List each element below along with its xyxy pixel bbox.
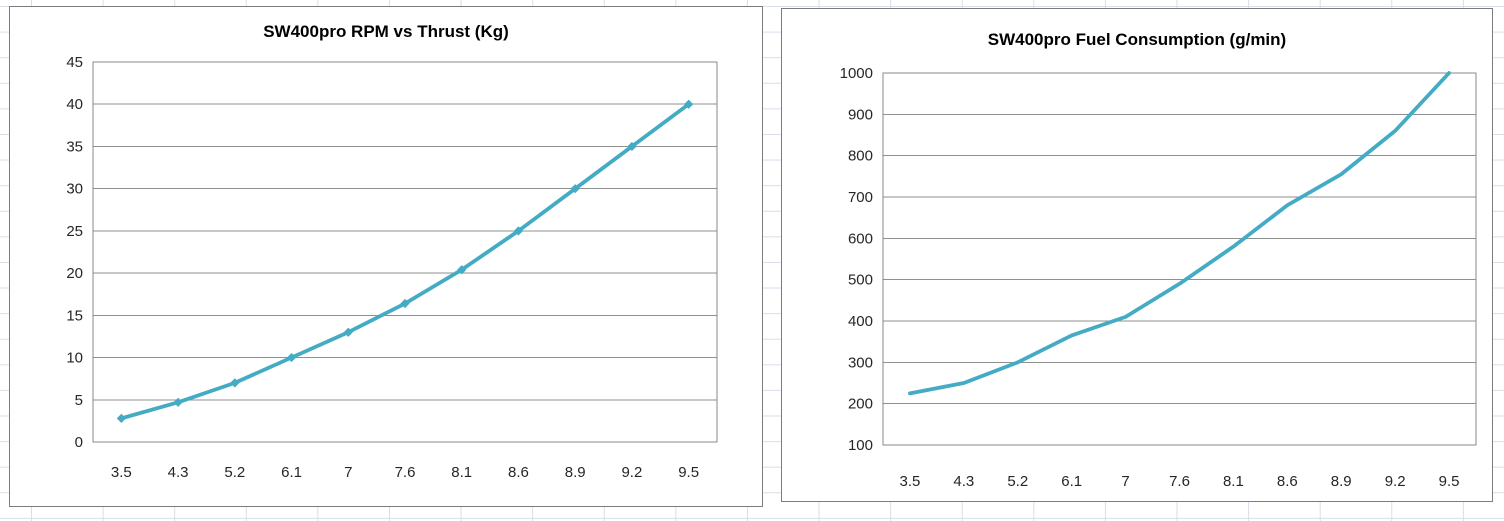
x-axis-tick-label: 4.3 [168, 464, 189, 481]
x-axis-tick-label: 5.2 [224, 464, 245, 481]
x-axis-tick-label: 9.2 [1385, 473, 1406, 490]
chart-fuel-consumption[interactable]: SW400pro Fuel Consumption (g/min) 1000 90… [781, 8, 1493, 502]
chart-rpm-vs-thrust[interactable]: SW400pro RPM vs Thrust (Kg) 45 40 35 30 25 20… [9, 6, 763, 507]
y-axis-tick-label: 45 [66, 54, 83, 71]
plot-border [882, 72, 1477, 446]
y-axis-tick-label: 1000 [840, 65, 873, 82]
y-axis-tick-label: 20 [66, 265, 83, 282]
x-axis-tick-label: 3.5 [900, 473, 921, 490]
data-point-marker [684, 99, 694, 109]
data-point-marker [400, 298, 410, 309]
data-point-marker [513, 226, 524, 236]
data-point-marker [343, 327, 353, 337]
y-axis-tick-label: 400 [848, 313, 873, 330]
y-axis-tick-label: 0 [75, 434, 83, 451]
y-axis-tick-label: 5 [75, 392, 83, 409]
x-axis-tick-label: 8.6 [1277, 473, 1298, 490]
y-axis-tick-label: 300 [848, 354, 873, 371]
x-axis-tick-label: 7.6 [1169, 473, 1190, 490]
y-axis-tick-label: 700 [848, 189, 873, 206]
x-axis-tick-label: 9.5 [678, 464, 699, 481]
x-axis-tick-label: 4.3 [953, 473, 974, 490]
data-point-marker [286, 352, 297, 363]
x-axis-tick-label: 7 [1121, 473, 1129, 490]
x-axis-tick-label: 8.9 [1331, 473, 1352, 490]
x-axis-tick-label: 9.2 [621, 464, 642, 481]
y-axis-tick-label: 600 [848, 230, 873, 247]
x-axis-tick-label: 5.2 [1007, 473, 1028, 490]
rpm-vs-thrust-plot-area: 45 40 35 30 25 20 15 10 5 0 3.5 4.3 5.2 6.1 7 7.6 8.1 8.6… [66, 54, 718, 481]
data-point-marker [570, 184, 580, 194]
x-axis-tick-label: 3.5 [111, 464, 132, 481]
y-axis-tick-label: 25 [66, 223, 83, 240]
fuel-consumption-plot-area: 1000 900 800 700 600 500 400 300 200 100 3.5 4.3 5.2… [840, 65, 1477, 490]
x-axis-tick-label: 7.6 [395, 464, 416, 481]
y-axis-tick-label: 900 [848, 106, 873, 123]
series-line [119, 102, 691, 421]
x-axis-tick-label: 9.5 [1439, 473, 1460, 490]
chart-title-rpm-vs-thrust: SW400pro RPM vs Thrust (Kg) [263, 22, 509, 41]
data-point-marker [627, 141, 637, 152]
y-axis-tick-label: 800 [848, 148, 873, 165]
y-axis-tick-label: 10 [66, 350, 83, 367]
y-axis-tick-label: 35 [66, 138, 83, 155]
y-axis-tick-label: 40 [66, 96, 83, 113]
x-axis-tick-label: 8.1 [1223, 473, 1244, 490]
x-axis-tick-label: 8.6 [508, 464, 529, 481]
data-point-marker [457, 265, 467, 275]
y-axis-tick-label: 30 [66, 181, 83, 198]
y-axis-tick-label: 100 [848, 437, 873, 454]
data-point-marker [173, 397, 183, 407]
x-axis-tick-label: 8.1 [451, 464, 472, 481]
y-axis-tick-label: 500 [848, 272, 873, 289]
data-point-marker [116, 413, 126, 423]
plot-border [92, 61, 718, 443]
series-line [908, 71, 1451, 396]
x-axis-tick-label: 7 [344, 464, 352, 481]
y-axis-tick-label: 200 [848, 396, 873, 413]
data-point-marker [230, 378, 240, 388]
chart-title-fuel-consumption: SW400pro Fuel Consumption (g/min) [987, 30, 1287, 49]
x-axis-tick-label: 6.1 [281, 464, 302, 481]
y-axis-tick-label: 15 [66, 307, 83, 324]
x-axis-tick-label: 6.1 [1061, 473, 1082, 490]
x-axis-tick-label: 8.9 [565, 464, 586, 481]
